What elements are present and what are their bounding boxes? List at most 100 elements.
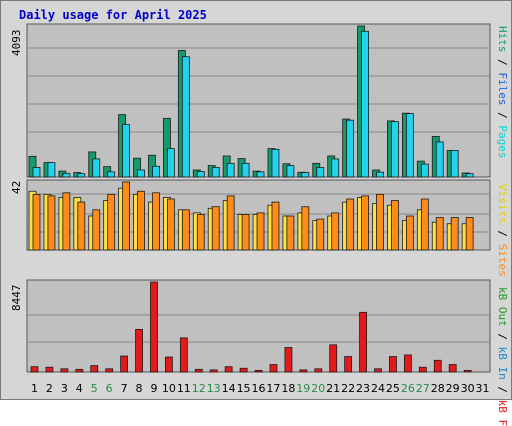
x-tick-label: 17 <box>266 382 280 395</box>
x-tick-label: 21 <box>326 382 340 395</box>
sites-bar <box>391 200 399 251</box>
kbf-bar <box>269 364 278 373</box>
kbf-bar <box>165 356 173 373</box>
files-bar <box>286 165 295 178</box>
files-bar <box>107 171 116 178</box>
sites-bar <box>346 198 355 251</box>
files-bar <box>405 113 414 178</box>
bot-legend: kB Out / kB In / kB F <box>496 287 509 426</box>
kbf-bar <box>135 328 143 373</box>
x-tick-label: 28 <box>431 382 445 395</box>
files-bar <box>181 56 190 178</box>
x-tick-label: 13 <box>207 382 221 395</box>
files-bar <box>47 162 56 178</box>
kbf-bar <box>90 365 99 373</box>
files-bar <box>77 173 86 178</box>
files-bar <box>167 148 175 178</box>
sites-bar <box>435 217 444 251</box>
legend-item: Pages <box>496 125 509 159</box>
x-tick-label: 7 <box>121 382 128 395</box>
files-bar <box>271 148 280 178</box>
kbf-bar <box>374 368 382 373</box>
x-tick-label: 12 <box>192 382 206 395</box>
legend-separator: / <box>496 52 509 73</box>
kbf-bar <box>179 337 188 373</box>
kbf-bar <box>314 368 323 373</box>
kbf-bar <box>433 359 442 373</box>
kbf-bar <box>403 354 412 373</box>
files-bar <box>241 162 250 178</box>
files-bar <box>32 167 41 178</box>
top-ymax-label: 4093 <box>10 29 23 57</box>
hits-bar <box>28 155 37 178</box>
files-bar <box>376 171 384 178</box>
sites-bar <box>405 215 414 251</box>
x-tick-label: 26 <box>401 382 415 395</box>
legend-item: kB F <box>496 399 509 426</box>
hits-bar <box>133 157 141 178</box>
files-bar <box>346 119 355 178</box>
files-bar <box>137 169 145 178</box>
kbf-bar <box>60 368 69 373</box>
kbf-bar <box>254 370 263 373</box>
legend-item: Visits <box>496 184 509 224</box>
x-tick-label: 3 <box>61 382 68 395</box>
x-tick-label: 6 <box>106 382 113 395</box>
x-tick-label: 22 <box>341 382 355 395</box>
kbf-bar <box>75 368 84 373</box>
sites-bar <box>62 192 71 251</box>
files-bar <box>420 163 429 178</box>
x-tick-label: 29 <box>446 382 460 395</box>
sites-bar <box>32 193 41 251</box>
kbf-bar <box>418 366 427 373</box>
sites-bar <box>211 206 220 251</box>
daily-usage-chart: 1 2 3 4 5 6 7 8 9 10 11 12 13 14 15 16 17 18 19 20 21 22 23 24 2… <box>26 23 491 395</box>
files-bar <box>301 172 310 178</box>
kbf-bar <box>344 356 353 373</box>
top-legend: Hits / Files / Pages <box>496 26 509 159</box>
x-tick-label: 15 <box>237 382 251 395</box>
kbf-bar <box>359 311 367 373</box>
files-bar <box>62 172 71 178</box>
files-bar <box>435 141 444 178</box>
sites-bar <box>47 195 56 251</box>
sites-bar <box>77 201 86 251</box>
x-tick-label: 24 <box>371 382 385 395</box>
sites-bar <box>152 192 160 251</box>
x-tick-label: 2 <box>46 382 53 395</box>
hits-bar <box>163 117 171 178</box>
sites-bar <box>122 181 131 251</box>
sites-bar <box>420 198 429 251</box>
legend-separator: / <box>496 326 509 347</box>
sites-bar <box>181 209 190 251</box>
sites-bar <box>331 212 340 251</box>
files-bar <box>122 124 131 178</box>
x-tick-label: 23 <box>356 382 370 395</box>
legend-item: kB In <box>496 346 509 380</box>
legend-item: Sites <box>496 243 509 277</box>
legend-separator: / <box>496 105 509 126</box>
sites-bar <box>196 214 205 251</box>
legend-item: Hits <box>496 26 509 53</box>
kbf-bar <box>45 366 54 373</box>
files-bar <box>450 150 459 178</box>
x-tick-label: 18 <box>281 382 295 395</box>
sites-bar <box>92 209 101 251</box>
x-tick-label: 16 <box>252 382 266 395</box>
kbf-bar <box>209 369 218 373</box>
x-tick-label: 8 <box>136 382 143 395</box>
x-tick-label: 1 <box>31 382 38 395</box>
kbf-bar <box>105 368 114 373</box>
x-tick-label: 31 <box>476 382 490 395</box>
sites-bar <box>107 193 116 251</box>
chart-title: Daily usage for April 2025 <box>19 8 207 22</box>
sites-bar <box>465 217 474 251</box>
legend-item: Files <box>496 72 509 106</box>
x-tick-label: 11 <box>177 382 191 395</box>
files-bar <box>361 30 369 178</box>
x-tick-label: 27 <box>416 382 430 395</box>
kbf-bar <box>329 344 338 373</box>
files-bar <box>465 173 474 178</box>
plot-area-2 <box>26 279 491 373</box>
files-bar <box>196 171 205 178</box>
